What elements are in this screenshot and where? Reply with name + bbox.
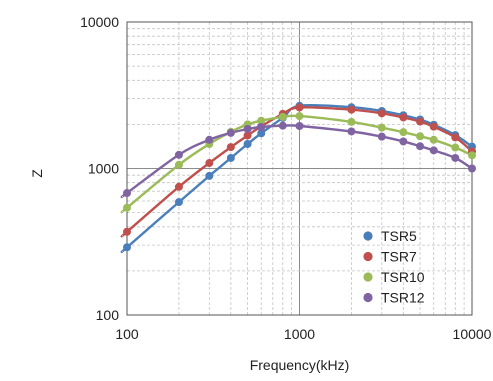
data-point-tsr12 — [226, 128, 235, 137]
data-point-tsr7 — [347, 105, 356, 114]
data-point-tsr12 — [243, 125, 252, 134]
series-line-tsr10 — [120, 114, 473, 214]
legend-marker-tsr7 — [363, 251, 373, 262]
series-points — [123, 101, 476, 252]
data-point-tsr10 — [377, 123, 386, 132]
data-point-tsr7 — [416, 117, 425, 126]
data-point-tsr7 — [226, 143, 235, 152]
data-point-tsr5 — [257, 129, 266, 138]
data-point-tsr10 — [399, 128, 408, 137]
legend-label-tsr7: TSR7 — [381, 249, 417, 265]
data-point-tsr12 — [205, 135, 214, 144]
data-point-tsr10 — [347, 117, 356, 126]
data-point-tsr10 — [429, 135, 438, 144]
series-lines — [120, 103, 473, 254]
y-tick-label: 1000 — [88, 161, 119, 177]
data-point-tsr12 — [399, 137, 408, 146]
data-point-tsr10 — [257, 116, 266, 125]
x-tick-label: 100 — [115, 326, 139, 342]
data-point-tsr10 — [416, 132, 425, 141]
data-point-tsr12 — [347, 127, 356, 136]
data-point-tsr7 — [451, 133, 460, 142]
data-point-tsr7 — [377, 109, 386, 118]
data-point-tsr12 — [123, 189, 131, 198]
x-axis-label: Frequency(kHz) — [250, 357, 350, 373]
data-point-tsr7 — [123, 227, 131, 236]
data-point-tsr12 — [295, 122, 304, 131]
legend-label-tsr5: TSR5 — [381, 228, 417, 244]
data-point-tsr12 — [429, 146, 438, 155]
data-point-tsr7 — [399, 113, 408, 122]
data-point-tsr5 — [174, 198, 183, 207]
data-point-tsr5 — [243, 139, 252, 148]
legend: TSR5 TSR7 TSR10 TSR12 — [363, 228, 425, 306]
data-point-tsr10 — [451, 143, 460, 152]
legend-marker-tsr10 — [363, 272, 373, 282]
y-axis-label: Z — [29, 169, 45, 178]
data-point-tsr10 — [123, 203, 131, 212]
data-point-tsr7 — [295, 103, 304, 112]
data-point-tsr10 — [278, 112, 287, 121]
data-point-tsr12 — [174, 150, 183, 159]
legend-marker-tsr5 — [363, 231, 373, 241]
data-point-tsr5 — [226, 153, 235, 162]
y-tick-label: 100 — [96, 307, 120, 323]
data-point-tsr12 — [278, 121, 287, 130]
data-point-tsr10 — [174, 160, 183, 169]
series-line-tsr12 — [120, 124, 473, 199]
data-point-tsr7 — [174, 182, 183, 191]
data-point-tsr7 — [243, 131, 252, 140]
x-tick-label: 10000 — [453, 326, 492, 342]
data-point-tsr12 — [416, 142, 425, 151]
data-point-tsr12 — [451, 153, 460, 162]
data-point-tsr12 — [257, 122, 266, 131]
data-point-tsr10 — [295, 112, 304, 121]
data-point-tsr7 — [205, 159, 214, 168]
data-point-tsr5 — [205, 171, 214, 180]
legend-marker-tsr12 — [363, 292, 373, 303]
legend-label-tsr12: TSR12 — [381, 290, 425, 306]
series-line-tsr7 — [120, 106, 473, 238]
data-point-tsr12 — [377, 132, 386, 141]
data-point-tsr10 — [468, 151, 476, 160]
data-point-tsr7 — [429, 122, 438, 131]
tick-labels: 100 1000 10000 100 1000 10000 — [80, 14, 492, 342]
data-point-tsr5 — [123, 243, 131, 252]
data-point-tsr12 — [468, 164, 476, 173]
y-tick-label: 10000 — [80, 14, 119, 30]
legend-label-tsr10: TSR10 — [381, 269, 425, 285]
x-tick-label: 1000 — [284, 326, 315, 342]
